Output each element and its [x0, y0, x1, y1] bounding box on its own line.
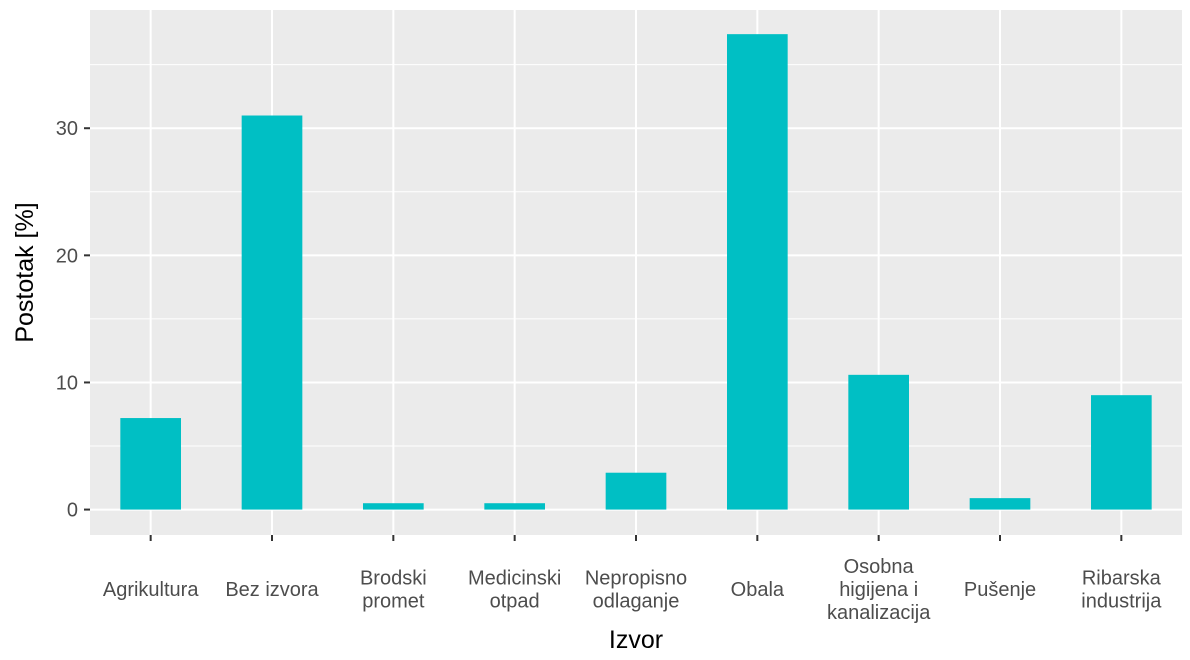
x-tick-label: Brodski promet	[360, 568, 427, 613]
bar	[1091, 395, 1152, 510]
x-tick-label-line: odlaganje	[593, 591, 680, 613]
bars	[120, 34, 1152, 510]
y-tick-label: 10	[56, 372, 78, 394]
y-tick-label: 20	[56, 245, 78, 267]
bar	[848, 374, 909, 510]
y-tick-label: 0	[67, 500, 78, 522]
x-tick-label: Medicinski otpad	[468, 568, 561, 613]
x-tick-label-line: Pušenje	[964, 579, 1036, 601]
x-tick-label-line: Osobna	[844, 556, 915, 578]
y-axis-title: Postotak [%]	[11, 202, 39, 342]
x-tick-label-line: otpad	[490, 591, 540, 613]
x-tick-label-line: Nepropisno	[585, 568, 687, 590]
x-tick-label: Bez izvora	[225, 579, 319, 601]
x-tick-label: Nepropisno odlaganje	[585, 568, 687, 613]
x-tick-label-line: Medicinski	[468, 568, 561, 590]
x-tick-label-line: kanalizacija	[827, 602, 931, 624]
x-tick-label-line: industrija	[1081, 591, 1162, 613]
x-tick-label-line: higijena i	[839, 579, 918, 601]
x-tick-label: Osobna higijena i kanalizacija	[827, 556, 931, 624]
y-tick-label: 30	[56, 118, 78, 140]
x-tick-label-line: Ribarska	[1082, 568, 1162, 590]
x-axis-title: Izvor	[609, 626, 663, 654]
bar	[969, 498, 1031, 510]
bar	[363, 503, 424, 510]
bar	[241, 115, 303, 510]
x-tick-label-line: Bez izvora	[225, 579, 319, 601]
x-tick-label: Obala	[731, 579, 785, 601]
axes: 0 10 20 30 Agrikultura Bez izvora Brodski prome…	[56, 118, 1162, 624]
x-tick-label-line: Agrikultura	[103, 579, 199, 601]
x-tick-label: Pušenje	[964, 579, 1036, 601]
x-tick-label-line: promet	[362, 591, 425, 613]
x-tick-label-line: Obala	[731, 579, 785, 601]
bar	[605, 472, 667, 510]
x-tick-label: Ribarska industrija	[1081, 568, 1162, 613]
bar	[484, 503, 545, 510]
bar	[120, 418, 181, 510]
x-tick-label-line: Brodski	[360, 568, 427, 590]
x-tick-label: Agrikultura	[103, 579, 199, 601]
bar	[727, 34, 788, 510]
